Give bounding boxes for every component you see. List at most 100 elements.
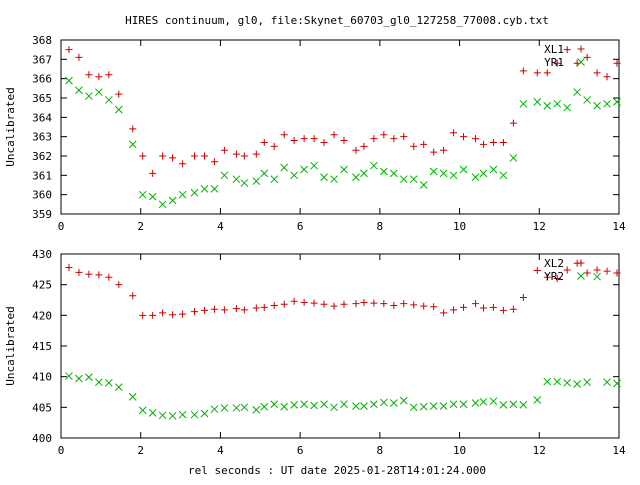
data-point xyxy=(75,86,83,95)
plot-frame xyxy=(60,253,620,439)
data-point xyxy=(479,304,487,312)
data-point xyxy=(410,142,418,150)
data-point xyxy=(65,263,73,271)
data-point xyxy=(75,53,83,61)
data-point xyxy=(380,131,388,139)
data-point xyxy=(158,200,167,209)
data-point xyxy=(240,306,248,314)
data-point xyxy=(553,59,561,67)
data-point xyxy=(419,181,428,189)
data-point xyxy=(400,133,408,141)
data-point xyxy=(360,402,368,410)
data-point xyxy=(489,303,497,311)
data-point xyxy=(573,88,582,97)
data-point xyxy=(613,98,621,106)
data-point xyxy=(420,140,428,148)
data-point xyxy=(232,305,240,313)
data-point xyxy=(340,165,348,174)
data-point xyxy=(390,135,398,143)
data-point xyxy=(290,401,299,409)
data-point xyxy=(320,300,328,308)
y-tick-label: 400 xyxy=(32,432,52,445)
data-point xyxy=(178,190,187,199)
plot-frame xyxy=(60,39,620,215)
y-tick-label: 430 xyxy=(32,248,52,261)
y-tick-label: 365 xyxy=(32,92,52,105)
data-point xyxy=(370,161,378,170)
data-point xyxy=(115,281,123,289)
data-point xyxy=(379,167,388,176)
data-point xyxy=(360,169,368,178)
data-point xyxy=(252,150,260,158)
data-point xyxy=(379,398,388,407)
data-point xyxy=(220,404,229,412)
data-point xyxy=(200,185,209,193)
x-tick-label: 8 xyxy=(377,444,384,457)
data-point xyxy=(330,403,338,412)
data-point xyxy=(232,150,240,158)
legend-marker xyxy=(577,272,585,280)
legend-label: XL1 xyxy=(544,43,564,56)
data-point xyxy=(370,400,378,409)
data-point xyxy=(573,380,582,388)
data-point xyxy=(553,377,562,386)
x-tick-label: 4 xyxy=(217,444,224,457)
data-point xyxy=(352,173,360,182)
data-point xyxy=(310,299,318,307)
data-point xyxy=(104,96,113,104)
data-point xyxy=(613,379,621,388)
data-point xyxy=(360,298,368,306)
data-point xyxy=(85,270,93,278)
data-point xyxy=(553,275,561,283)
data-point xyxy=(499,306,507,314)
data-point xyxy=(260,303,268,311)
data-point xyxy=(593,69,601,77)
y-tick-label: 415 xyxy=(32,340,52,353)
data-point xyxy=(320,400,328,409)
y-axis-label: Uncalibrated xyxy=(4,87,17,166)
x-tick-label: 14 xyxy=(612,220,626,233)
data-point xyxy=(613,59,621,67)
data-point xyxy=(330,131,338,139)
data-point xyxy=(290,297,298,305)
data-point xyxy=(310,401,318,410)
data-point xyxy=(220,171,229,180)
data-point xyxy=(360,142,368,150)
data-point xyxy=(420,302,428,310)
data-point xyxy=(533,267,541,275)
data-point xyxy=(430,148,438,156)
data-point xyxy=(260,169,269,178)
data-point xyxy=(129,125,137,133)
data-point xyxy=(179,160,187,168)
bottom-panel: 400 405 410 415 420 425 430 0 2 4 6 8 10 12 14 Uncalibr… xyxy=(4,248,626,457)
data-point xyxy=(178,410,187,419)
data-point xyxy=(149,311,157,319)
data-point xyxy=(449,400,458,409)
chart-title: HIRES continuum, gl0, file:Skynet_60703_… xyxy=(125,14,549,27)
data-point xyxy=(300,165,308,174)
data-point xyxy=(543,69,551,77)
data-point xyxy=(509,400,518,409)
data-point xyxy=(519,294,527,302)
data-point xyxy=(95,73,103,81)
data-point xyxy=(471,173,480,182)
data-point xyxy=(139,152,147,160)
data-point xyxy=(509,305,517,313)
data-point xyxy=(200,409,209,418)
data-point xyxy=(210,405,219,414)
x-axis-label: rel seconds : UT date 2025-01-28T14:01:2… xyxy=(188,464,486,477)
x-tick-label: 6 xyxy=(297,220,304,233)
data-point xyxy=(300,298,308,306)
data-point xyxy=(220,146,228,154)
data-point xyxy=(128,393,137,401)
data-point xyxy=(200,306,208,314)
data-point xyxy=(310,135,318,143)
data-point xyxy=(563,378,572,387)
y-tick-label: 420 xyxy=(32,309,52,322)
data-point xyxy=(400,300,408,308)
data-point xyxy=(270,400,279,409)
data-point xyxy=(459,165,468,174)
legend-marker xyxy=(577,58,585,66)
data-point xyxy=(290,137,298,145)
y-axis-label: Uncalibrated xyxy=(4,306,17,385)
